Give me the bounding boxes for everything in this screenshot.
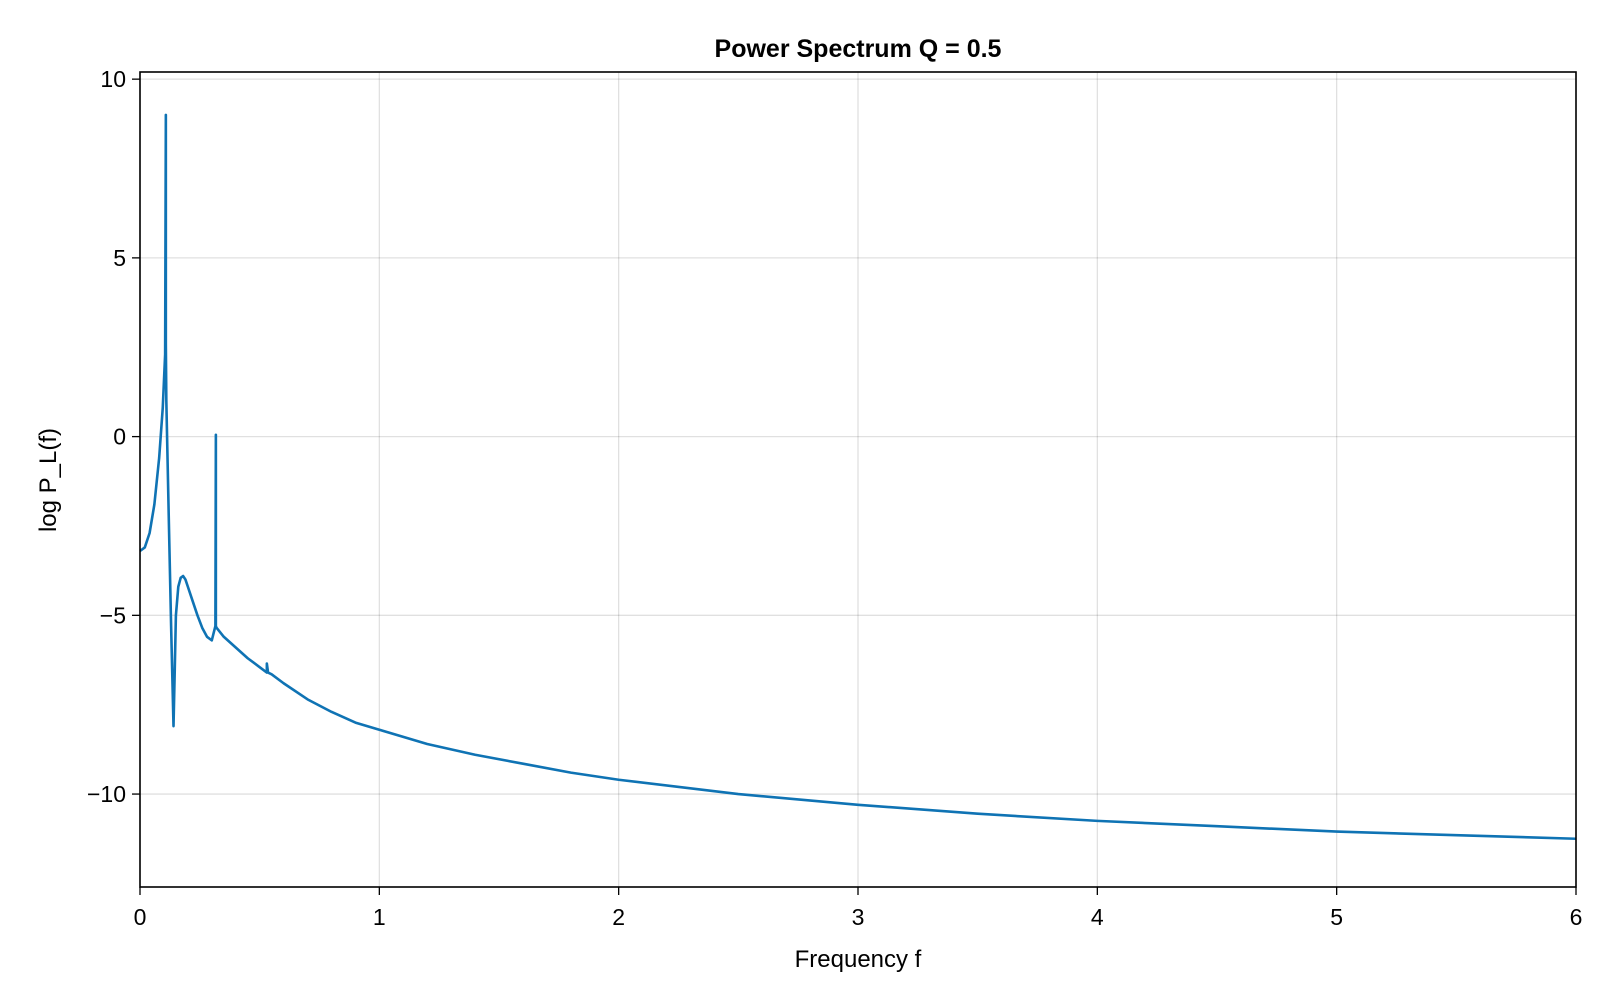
- y-tick-label-1: −5: [100, 602, 126, 628]
- chart-title: Power Spectrum Q = 0.5: [715, 35, 1002, 63]
- y-tick-label-0: −10: [87, 781, 126, 807]
- x-tick-label-4: 4: [1091, 904, 1104, 930]
- grid-x: [139, 72, 1577, 887]
- plot-series: [139, 113, 1577, 841]
- y-axis-label: log P_L(f): [35, 428, 62, 532]
- y-ticks: −10 −5 0 5 10: [87, 66, 140, 807]
- x-tick-label-6: 6: [1570, 904, 1583, 930]
- grid-y: [140, 78, 1576, 795]
- x-axis-label: Frequency f: [795, 946, 922, 973]
- x-ticks: 0 1 2 3 4 5 6: [134, 887, 1583, 930]
- x-tick-label-5: 5: [1330, 904, 1343, 930]
- y-tick-label-3: 5: [113, 245, 126, 271]
- y-tick-label-2: 0: [113, 424, 126, 450]
- y-tick-label-4: 10: [100, 66, 126, 92]
- x-tick-label-2: 2: [612, 904, 625, 930]
- x-tick-label-0: 0: [134, 904, 147, 930]
- x-tick-label-3: 3: [852, 904, 865, 930]
- x-tick-label-1: 1: [373, 904, 386, 930]
- series-line-0: [139, 113, 1577, 841]
